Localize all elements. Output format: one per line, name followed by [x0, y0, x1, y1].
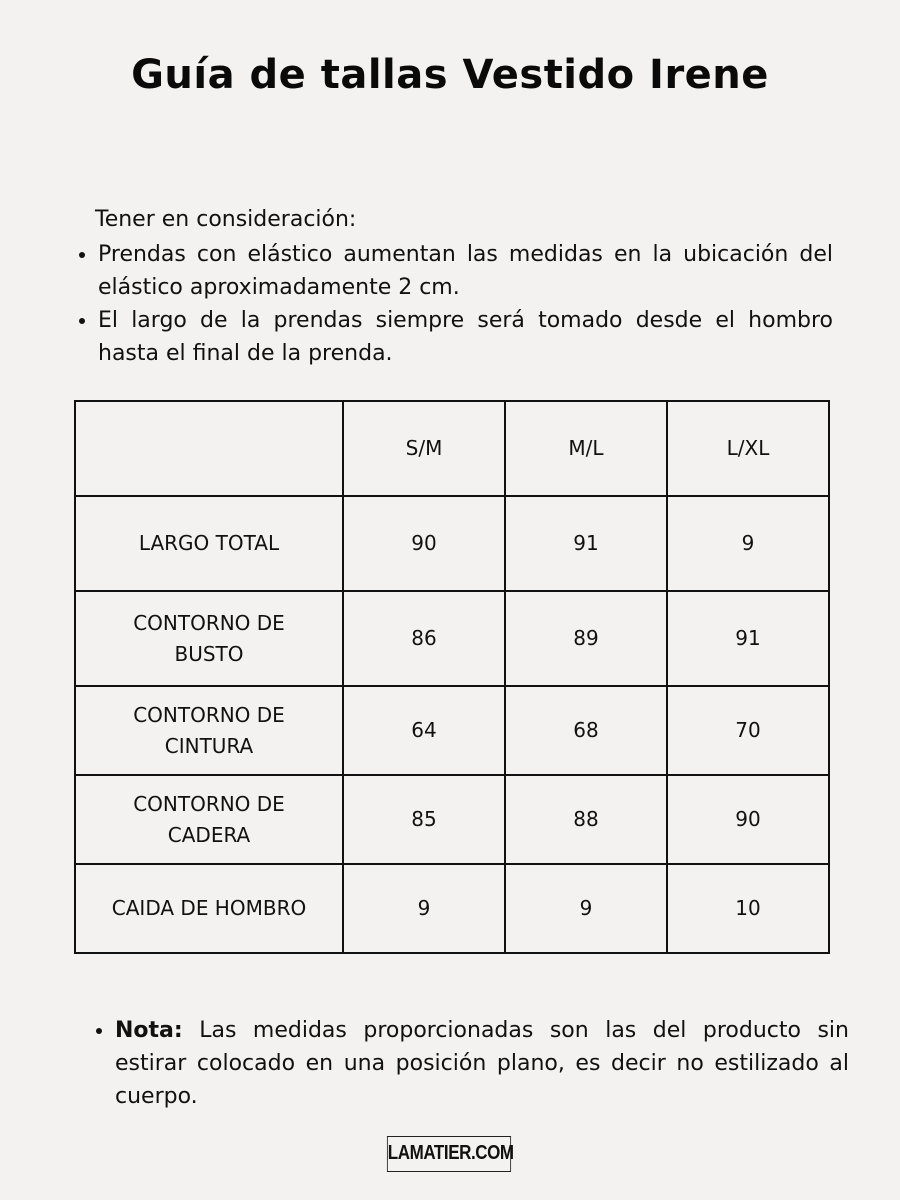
- cell: 86: [342, 590, 506, 687]
- cell: 10: [666, 863, 830, 954]
- row-label: CONTORNO DE CINTURA: [74, 685, 344, 776]
- cell: 9: [666, 495, 830, 592]
- cell: 68: [504, 685, 668, 776]
- table-header-row: S/M M/L L/XL: [74, 400, 830, 497]
- page-title: Guía de tallas Vestido Irene: [131, 52, 769, 98]
- note-item: Nota: Las medidas proporcionadas son las…: [115, 1014, 849, 1113]
- cell: 64: [342, 685, 506, 776]
- cell: 90: [666, 774, 830, 865]
- cell: 9: [342, 863, 506, 954]
- cell: 85: [342, 774, 506, 865]
- row-label: CONTORNO DE BUSTO: [74, 590, 344, 687]
- cell: 88: [504, 774, 668, 865]
- row-label: LARGO TOTAL: [74, 495, 344, 592]
- note-list: Nota: Las medidas proporcionadas son las…: [92, 1014, 849, 1113]
- list-item: El largo de la prendas siempre será toma…: [98, 304, 833, 370]
- row-label: CAIDA DE HOMBRO: [74, 863, 344, 954]
- consideration-heading: Tener en consideración:: [95, 207, 357, 232]
- table-row: LARGO TOTAL 90 91 9: [74, 495, 830, 592]
- note-label: Nota:: [115, 1018, 183, 1043]
- table-row: CONTORNO DE CADERA 85 88 90: [74, 774, 830, 865]
- header-cell: L/XL: [666, 400, 830, 497]
- cell: 9: [504, 863, 668, 954]
- header-cell: M/L: [504, 400, 668, 497]
- table-row: CONTORNO DE CINTURA 64 68 70: [74, 685, 830, 776]
- cell: 89: [504, 590, 668, 687]
- header-cell: [74, 400, 344, 497]
- table-row: CAIDA DE HOMBRO 9 9 10: [74, 863, 830, 954]
- consideration-list: Prendas con elástico aumentan las medida…: [75, 238, 833, 370]
- note-text: Las medidas proporcionadas son las del p…: [115, 1018, 849, 1109]
- cell: 90: [342, 495, 506, 592]
- row-label: CONTORNO DE CADERA: [74, 774, 344, 865]
- header-cell: S/M: [342, 400, 506, 497]
- cell: 91: [504, 495, 668, 592]
- list-item: Prendas con elástico aumentan las medida…: [98, 238, 833, 304]
- brand-logo: LAMATIER.COM: [386, 1136, 514, 1172]
- cell: 91: [666, 590, 830, 687]
- size-table: S/M M/L L/XL LARGO TOTAL 90 91 9 CONTORN…: [74, 400, 830, 954]
- table-row: CONTORNO DE BUSTO 86 89 91: [74, 590, 830, 687]
- cell: 70: [666, 685, 830, 776]
